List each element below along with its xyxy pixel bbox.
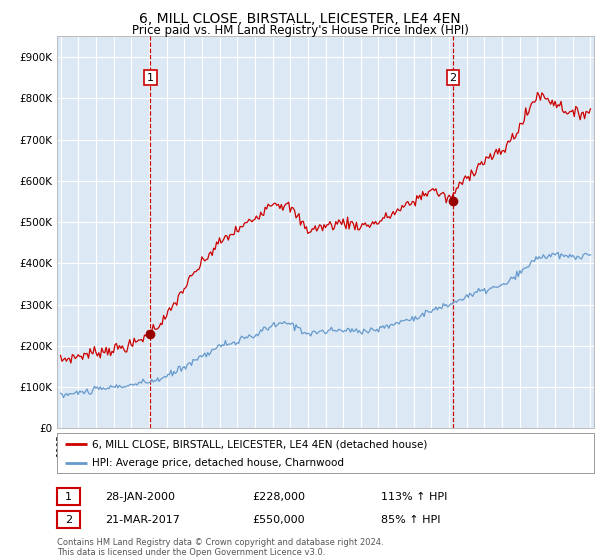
Text: £550,000: £550,000 (252, 515, 305, 525)
Text: £228,000: £228,000 (252, 492, 305, 502)
Text: 6, MILL CLOSE, BIRSTALL, LEICESTER, LE4 4EN: 6, MILL CLOSE, BIRSTALL, LEICESTER, LE4 … (139, 12, 461, 26)
Text: 1: 1 (147, 73, 154, 83)
Text: 2: 2 (65, 515, 72, 525)
Text: 113% ↑ HPI: 113% ↑ HPI (381, 492, 448, 502)
Text: 28-JAN-2000: 28-JAN-2000 (105, 492, 175, 502)
Text: HPI: Average price, detached house, Charnwood: HPI: Average price, detached house, Char… (92, 458, 344, 468)
Text: 6, MILL CLOSE, BIRSTALL, LEICESTER, LE4 4EN (detached house): 6, MILL CLOSE, BIRSTALL, LEICESTER, LE4 … (92, 439, 427, 449)
Text: 2: 2 (449, 73, 457, 83)
Text: Contains HM Land Registry data © Crown copyright and database right 2024.
This d: Contains HM Land Registry data © Crown c… (57, 538, 383, 557)
Text: 85% ↑ HPI: 85% ↑ HPI (381, 515, 440, 525)
Text: 1: 1 (65, 492, 72, 502)
Text: Price paid vs. HM Land Registry's House Price Index (HPI): Price paid vs. HM Land Registry's House … (131, 24, 469, 36)
Text: 21-MAR-2017: 21-MAR-2017 (105, 515, 180, 525)
